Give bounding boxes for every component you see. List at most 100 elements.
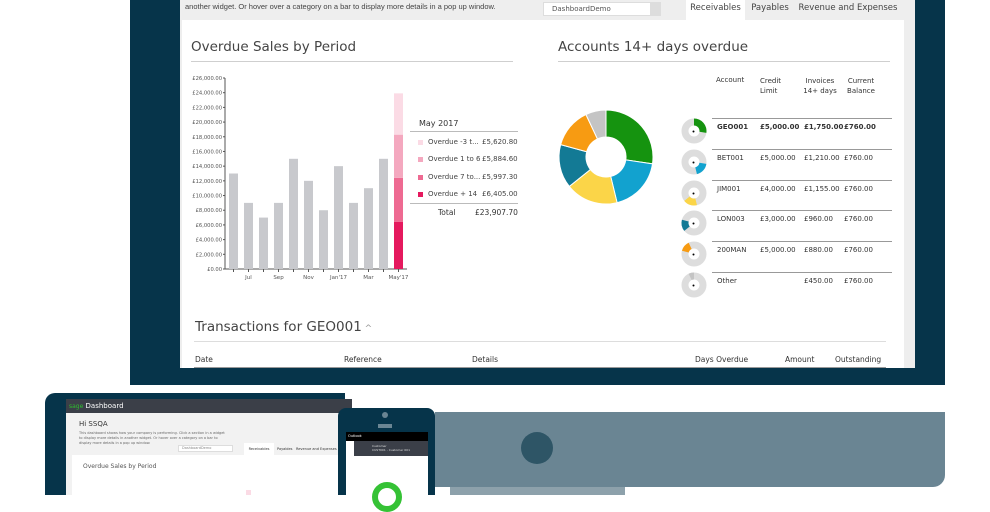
laptop-tab-payables[interactable]: Payables [277, 447, 293, 451]
account-gauge-icon [681, 180, 707, 206]
divider [558, 61, 890, 62]
x-tick-label: Nov [303, 275, 314, 281]
tooltip-title: May 2017 [419, 119, 459, 128]
y-tick-label: £26,000.00 [192, 76, 222, 82]
credit-limit: £5,000.00 [760, 123, 800, 131]
x-tick-label: Jan'17 [329, 275, 347, 281]
greeting: Hi SSQA [79, 420, 108, 428]
legend-swatch [418, 140, 423, 145]
legend-label: Overdue + 14 [428, 189, 478, 198]
accounts-title: Accounts 14+ days overdue [558, 39, 749, 55]
legend-label: Overdue 7 to... [428, 172, 481, 181]
col-account: Account [716, 76, 745, 84]
account-name[interactable]: JIM001 [717, 184, 741, 193]
gauge-track [681, 149, 707, 175]
account-gauge-icon [681, 272, 707, 298]
phone-customer: CUST001 - Customer 001 [372, 448, 410, 452]
laptop-tab-receivables[interactable]: Receivables [244, 443, 274, 455]
gauge-fill [688, 272, 694, 281]
y-tick-label: £14,000.00 [192, 164, 222, 170]
gauge-track [681, 241, 707, 267]
row-divider [712, 241, 892, 243]
pie-slice-BET001 [610, 159, 654, 204]
y-tick-label: £6,000.00 [196, 223, 222, 229]
bar-Aug [259, 217, 268, 269]
company-select[interactable]: DashboardDemo [543, 2, 661, 16]
overdue-title: Overdue Sales by Period [191, 39, 357, 55]
tx-col-details: Details [472, 355, 499, 364]
bar-Oct [289, 158, 298, 269]
col-invoices: Invoices 14+ days [803, 77, 837, 95]
legend-value: £5,620.80 [482, 138, 518, 146]
invoices-14: £960.00 [804, 215, 833, 224]
overdue-bar-chart: £0.00 £2,000.00 £4,000.00 £6,000.00 £8,000.0… [192, 76, 409, 281]
legend-swatch [418, 191, 423, 197]
stand-base [450, 487, 625, 495]
tab-payables[interactable]: Payables [751, 3, 789, 13]
receivables-panel: Overdue Sales by Period £0.00 £2,000.00 £4… [182, 20, 904, 368]
accounts-pie-chart [558, 110, 654, 205]
laptop-intro: This dashboard shows how your company is… [79, 431, 225, 445]
chevron-down-icon [650, 3, 660, 15]
y-tick-label: £24,000.00 [192, 91, 222, 97]
total-label: Total [438, 208, 456, 217]
current-balance: £760.00 [844, 153, 873, 162]
phone-label: Customer [372, 444, 387, 448]
gauge-dot [692, 253, 695, 256]
tab-receivables[interactable]: Receivables [686, 0, 745, 20]
invoices-14: £880.00 [804, 246, 833, 255]
x-tick-label: May'17 [389, 275, 409, 281]
y-tick-label: £16,000.00 [192, 149, 222, 155]
phone-customer-header: Customer CUST001 - Customer 001 [354, 441, 428, 456]
accounts-table: Account Credit Limit Invoices 14+ days C… [677, 72, 892, 298]
tab-revenue-expenses[interactable]: Revenue and Expenses [798, 3, 898, 13]
y-tick-label: £8,000.00 [196, 208, 222, 214]
monitor-stand [435, 412, 945, 487]
bar-segment-Overdue + 14 [394, 221, 403, 269]
current-balance: £760.00 [844, 246, 873, 255]
laptop-app-title: Dashboard [85, 402, 124, 410]
invoices-14: £1,155.00 [804, 184, 840, 193]
y-tick-label: £18,000.00 [192, 135, 222, 141]
y-tick-label: £22,000.00 [192, 105, 222, 111]
account-name[interactable]: Other [717, 277, 737, 285]
legend-value: £6,405.00 [482, 189, 518, 198]
y-tick-label: £12,000.00 [192, 179, 222, 185]
bar-segment-Overdue 1 to 6 [394, 134, 403, 178]
bar-Sep [274, 202, 283, 269]
account-name[interactable]: 200MAN [717, 246, 747, 255]
gauge-fill [684, 196, 697, 206]
row-divider [712, 118, 892, 119]
current-balance: £760.00 [844, 277, 873, 285]
account-name[interactable]: GEO001 [717, 123, 749, 131]
col-balance: Current Balance [847, 77, 875, 95]
account-name[interactable]: LON003 [717, 215, 745, 224]
laptop-select[interactable]: DashboardDemo [178, 445, 233, 452]
y-tick-label: £10,000.00 [192, 194, 222, 200]
sage-logo: sage [69, 403, 84, 410]
account-name[interactable]: BET001 [717, 153, 744, 162]
tx-col-days-overdue: Days Overdue [695, 355, 749, 364]
pie-slice-GEO001 [605, 110, 654, 165]
intro-text: another widget. Or hover over a category… [185, 2, 496, 11]
gauge-fill [694, 118, 707, 133]
laptop-tab-revenue[interactable]: Revenue and Expenses [296, 447, 337, 451]
legend-value: £5,884.60 [482, 155, 518, 164]
laptop-header: sage Dashboard [66, 399, 352, 413]
bar-Feb [349, 202, 358, 269]
camera-dot [521, 432, 553, 464]
transactions-title[interactable]: Transactions for GEO001 ^ [195, 319, 372, 335]
legend-swatch [418, 157, 423, 163]
gauge-dot [692, 284, 695, 287]
tx-col-date: Date [195, 355, 213, 364]
pie-slice-Other [585, 110, 607, 140]
current-balance: £760.00 [844, 184, 873, 193]
bar-Jun [229, 173, 238, 269]
y-tick-label: £20,000.00 [192, 120, 222, 126]
phone-gauge [372, 482, 402, 512]
company-select-value: DashboardDemo [552, 5, 611, 13]
x-tick-label: Mar [363, 275, 374, 281]
legend-swatch [418, 174, 423, 180]
bar-Jan'17 [334, 166, 343, 269]
bar-Jul [244, 202, 253, 269]
